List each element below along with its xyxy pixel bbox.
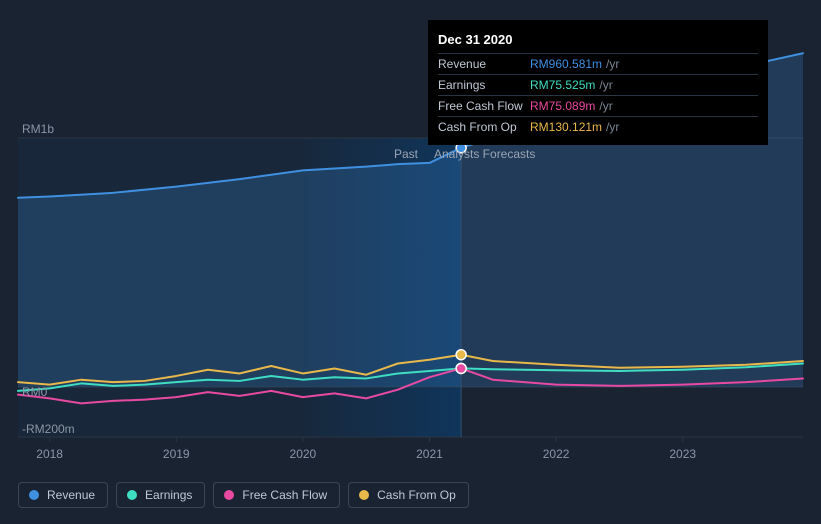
tooltip-metric-label: Revenue — [438, 57, 530, 71]
x-axis-label: 2020 — [290, 447, 317, 461]
x-axis-label: 2023 — [669, 447, 696, 461]
tooltip-metric-value: RM75.089m — [530, 99, 595, 113]
legend-dot-icon — [224, 490, 234, 500]
tooltip-row: Cash From OpRM130.121m/yr — [438, 116, 758, 137]
tooltip-metric-label: Free Cash Flow — [438, 99, 530, 113]
legend-item-cash-from-op[interactable]: Cash From Op — [348, 482, 469, 508]
tooltip-metric-value: RM960.581m — [530, 57, 602, 71]
chart-tooltip: Dec 31 2020 RevenueRM960.581m/yrEarnings… — [428, 20, 768, 145]
x-axis-label: 2022 — [543, 447, 570, 461]
x-axis-label: 2021 — [416, 447, 443, 461]
x-axis-label: 2019 — [163, 447, 190, 461]
y-axis-label: RM0 — [22, 385, 47, 399]
tooltip-metric-unit: /yr — [599, 99, 612, 113]
legend-item-earnings[interactable]: Earnings — [116, 482, 205, 508]
legend-dot-icon — [29, 490, 39, 500]
tooltip-metric-value: RM75.525m — [530, 78, 595, 92]
tooltip-metric-unit: /yr — [606, 57, 619, 71]
legend-label: Free Cash Flow — [242, 488, 327, 502]
period-label-past: Past — [394, 147, 418, 161]
tooltip-row: Free Cash FlowRM75.089m/yr — [438, 95, 758, 116]
tooltip-date: Dec 31 2020 — [438, 28, 758, 53]
chart-legend: Revenue Earnings Free Cash Flow Cash From O… — [18, 482, 469, 508]
legend-label: Earnings — [145, 488, 192, 502]
legend-label: Cash From Op — [377, 488, 456, 502]
period-label-forecast: Analysts Forecasts — [434, 147, 535, 161]
legend-dot-icon — [359, 490, 369, 500]
financial-forecast-chart: Dec 31 2020 RevenueRM960.581m/yrEarnings… — [0, 0, 821, 524]
tooltip-row: EarningsRM75.525m/yr — [438, 74, 758, 95]
y-axis-label: RM1b — [22, 122, 54, 136]
x-axis-label: 2018 — [36, 447, 63, 461]
legend-item-free-cash-flow[interactable]: Free Cash Flow — [213, 482, 340, 508]
y-axis-label: -RM200m — [22, 422, 75, 436]
tooltip-metric-label: Earnings — [438, 78, 530, 92]
legend-item-revenue[interactable]: Revenue — [18, 482, 108, 508]
legend-label: Revenue — [47, 488, 95, 502]
tooltip-row: RevenueRM960.581m/yr — [438, 53, 758, 74]
tooltip-metric-value: RM130.121m — [530, 120, 602, 134]
legend-dot-icon — [127, 490, 137, 500]
tooltip-metric-unit: /yr — [599, 78, 612, 92]
tooltip-metric-unit: /yr — [606, 120, 619, 134]
tooltip-metric-label: Cash From Op — [438, 120, 530, 134]
